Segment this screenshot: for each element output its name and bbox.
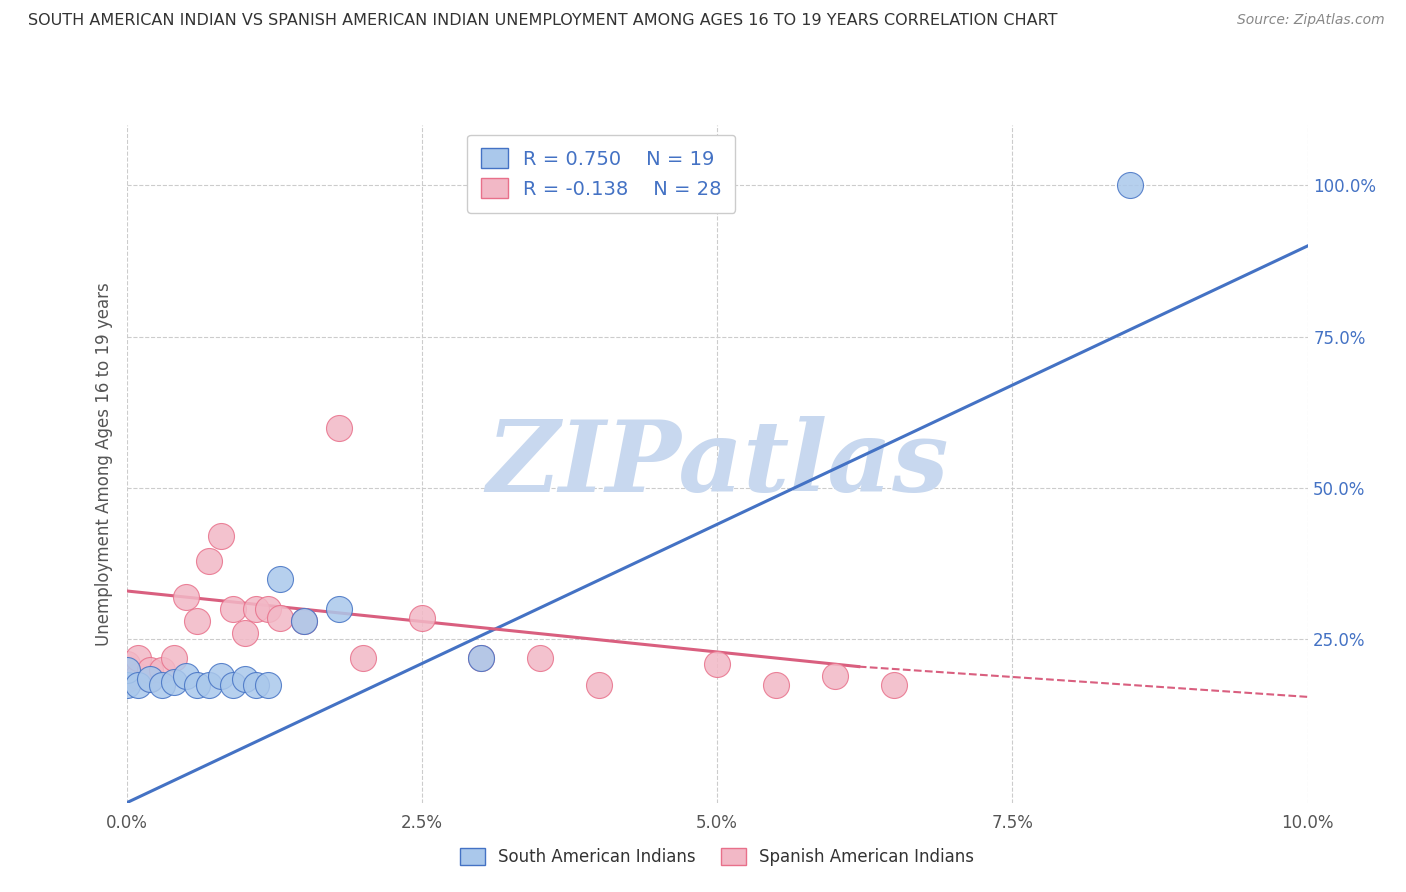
Point <box>186 614 208 628</box>
Point <box>174 669 197 683</box>
Y-axis label: Unemployment Among Ages 16 to 19 years: Unemployment Among Ages 16 to 19 years <box>94 282 112 646</box>
Point <box>198 554 221 568</box>
Point <box>233 626 256 640</box>
Point <box>163 650 186 665</box>
Point <box>706 657 728 671</box>
Point <box>127 650 149 665</box>
Point <box>198 678 221 692</box>
Point <box>139 663 162 677</box>
Point <box>269 572 291 586</box>
Point <box>163 674 186 689</box>
Point <box>470 650 492 665</box>
Point <box>245 678 267 692</box>
Point <box>257 678 280 692</box>
Point <box>883 678 905 692</box>
Point <box>115 678 138 692</box>
Point <box>824 669 846 683</box>
Point <box>115 663 138 677</box>
Legend: South American Indians, Spanish American Indians: South American Indians, Spanish American… <box>453 841 981 872</box>
Point <box>328 602 350 616</box>
Point <box>470 650 492 665</box>
Point <box>186 678 208 692</box>
Point <box>115 672 138 686</box>
Point <box>292 614 315 628</box>
Point <box>529 650 551 665</box>
Point <box>150 678 173 692</box>
Point <box>257 602 280 616</box>
Point <box>209 669 232 683</box>
Point <box>174 590 197 604</box>
Point <box>1119 178 1142 193</box>
Point <box>209 529 232 543</box>
Point <box>150 663 173 677</box>
Point <box>222 602 245 616</box>
Point <box>139 672 162 686</box>
Point <box>411 611 433 625</box>
Point <box>127 678 149 692</box>
Point <box>352 650 374 665</box>
Point <box>765 678 787 692</box>
Point <box>233 672 256 686</box>
Point <box>269 611 291 625</box>
Point <box>127 669 149 683</box>
Point <box>245 602 267 616</box>
Point <box>588 678 610 692</box>
Text: SOUTH AMERICAN INDIAN VS SPANISH AMERICAN INDIAN UNEMPLOYMENT AMONG AGES 16 TO 1: SOUTH AMERICAN INDIAN VS SPANISH AMERICA… <box>28 13 1057 29</box>
Text: ZIPatlas: ZIPatlas <box>486 416 948 512</box>
Point <box>139 672 162 686</box>
Point <box>292 614 315 628</box>
Text: Source: ZipAtlas.com: Source: ZipAtlas.com <box>1237 13 1385 28</box>
Point <box>328 420 350 434</box>
Point <box>115 657 138 671</box>
Point <box>222 678 245 692</box>
